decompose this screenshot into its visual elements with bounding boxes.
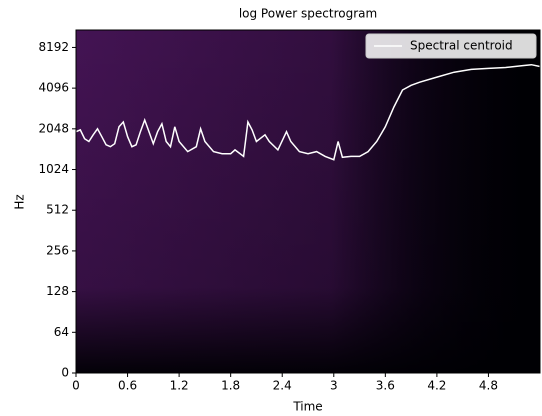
x-tick-label: 3.6: [376, 379, 395, 393]
y-tick-label: 0: [61, 366, 69, 380]
legend-box: [365, 33, 537, 59]
plot-frame: [75, 29, 541, 374]
y-tick-label: 8192: [38, 40, 69, 54]
x-tick-label: 1.8: [221, 379, 240, 393]
spectrogram-decoration: [76, 30, 540, 373]
x-tick-label: 2.4: [273, 379, 292, 393]
x-tick-label: 0.6: [118, 379, 137, 393]
chart-title: log Power spectrogram: [239, 7, 377, 21]
x-tick-label: 1.2: [170, 379, 189, 393]
y-tick-label: 128: [46, 284, 69, 298]
x-tick-label: 4.8: [479, 379, 498, 393]
y-tick-label: 64: [54, 325, 69, 339]
x-axis-label: Time: [292, 400, 322, 414]
x-tick-label: 0: [72, 379, 80, 393]
y-tick-label: 256: [46, 243, 69, 257]
y-tick-label: 1024: [38, 162, 69, 176]
legend-label: Spectral centroid: [410, 39, 513, 53]
y-axis-label: Hz: [13, 194, 27, 209]
x-tick-label: 4.2: [427, 379, 446, 393]
centroid-line: [75, 63, 541, 161]
y-tick-label: 2048: [38, 121, 69, 135]
x-tick-label: 3: [330, 379, 338, 393]
y-tick-label: 4096: [38, 81, 69, 95]
y-tick-label: 512: [46, 203, 69, 217]
